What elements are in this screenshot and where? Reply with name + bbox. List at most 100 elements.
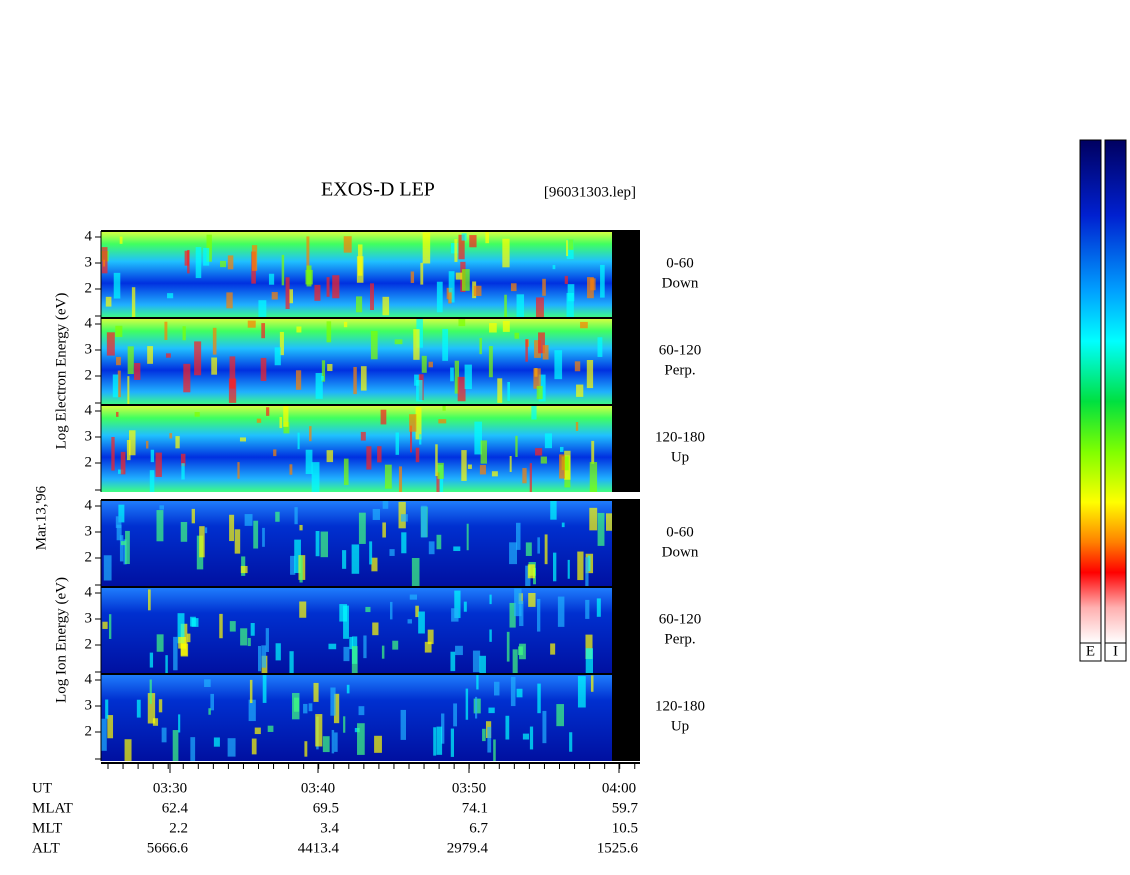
spectrogram-streak — [455, 272, 463, 280]
spectrogram-streak — [479, 338, 482, 355]
spectrogram-streak — [167, 293, 174, 299]
spectrogram-streak — [289, 651, 294, 674]
spectrogram — [101, 674, 612, 761]
spectrogram-streak — [294, 539, 301, 574]
spectrogram-streak — [306, 265, 312, 287]
spectrogram-streak — [343, 646, 350, 662]
spectrogram-streak — [542, 278, 546, 296]
spectrogram-streak — [428, 361, 433, 368]
spectrogram-streak — [240, 565, 248, 574]
colorbar — [1104, 139, 1127, 644]
spectrogram-streak — [479, 655, 486, 674]
spectrogram-streak — [441, 713, 445, 744]
spectrogram-streak — [542, 345, 549, 360]
y-tick-label: 3 — [85, 254, 93, 270]
spectrogram-streak — [136, 699, 141, 718]
panel-label: 0-60 — [666, 255, 694, 271]
spectrogram-streak — [411, 557, 420, 587]
spectrogram-streak — [251, 245, 258, 271]
ephemeris-value: 2.2 — [169, 820, 188, 836]
spectrogram-streak — [128, 430, 136, 456]
spectrogram-streak — [493, 739, 496, 761]
spectrogram-streak — [448, 271, 455, 303]
spectrogram-streak — [450, 728, 455, 757]
y-tick-label: 3 — [85, 610, 93, 626]
spectrogram-streak — [206, 234, 212, 262]
spectrogram-streak — [514, 332, 520, 339]
data-gap — [612, 231, 640, 318]
spectrogram-streak — [213, 737, 220, 747]
spectrogram-streak — [149, 470, 155, 492]
spectrogram-streak — [260, 357, 267, 381]
spectrogram-streak — [596, 598, 601, 617]
spectrogram-streak — [118, 469, 124, 474]
spectrogram-streak — [210, 693, 215, 711]
spectrogram-streak — [553, 552, 557, 582]
spectrogram-streak — [451, 608, 459, 622]
spectrogram-streak — [512, 649, 518, 674]
spectrogram-streak — [535, 448, 543, 456]
spectrogram-streak — [531, 405, 537, 420]
colorbar — [1079, 139, 1102, 644]
spectrogram-streak — [488, 346, 493, 378]
ephemeris-value: 74.1 — [462, 800, 488, 816]
spectrogram-streak — [240, 628, 248, 646]
spectrogram-streak — [343, 321, 348, 328]
spectrogram-streak — [327, 363, 333, 372]
spectrogram-streak — [418, 611, 425, 634]
spectrogram-streak — [127, 346, 134, 375]
spectrogram-streak — [433, 727, 437, 756]
spectrogram-streak — [538, 332, 545, 354]
spectrogram-streak — [369, 541, 373, 565]
spectrogram-streak — [172, 730, 179, 761]
spectrogram-streak — [119, 535, 124, 562]
spectrogram-streak — [156, 634, 164, 652]
spectrogram-streak — [525, 542, 532, 556]
spectrogram-streak — [597, 337, 603, 357]
spectrogram-streak — [463, 601, 467, 612]
spectrogram-streak — [149, 652, 154, 668]
spectrogram-streak — [511, 283, 517, 292]
spectrogram-streak — [380, 409, 387, 425]
spectrogram-streak — [164, 321, 168, 340]
spectrogram-streak — [177, 613, 185, 644]
spectrogram-streak — [165, 655, 168, 674]
spectrogram-streak — [435, 444, 438, 477]
spectrogram-streak — [204, 679, 211, 688]
spectrogram-streak — [561, 522, 565, 528]
y-tick-label: 4 — [85, 584, 93, 600]
spectrogram-streak — [158, 699, 163, 713]
spectrogram-streak — [147, 693, 156, 724]
spectrogram-streak — [229, 356, 236, 389]
spectrogram-streak — [266, 407, 270, 416]
spectrogram-streak — [186, 633, 191, 643]
spectrogram-streak — [346, 684, 350, 694]
y-tick-label: 3 — [85, 523, 93, 539]
spectrogram-streak — [469, 235, 477, 248]
spectrogram-streak — [183, 363, 191, 393]
y-tick-label: 3 — [85, 428, 93, 444]
spectrogram-streak — [479, 465, 486, 475]
spectrogram-streak — [228, 378, 237, 403]
spectrogram-streak — [320, 531, 329, 558]
spectrogram-streak — [586, 359, 594, 389]
spectrogram-streak — [422, 232, 431, 264]
spectrogram-streak — [150, 449, 155, 463]
spectrogram-streak — [525, 339, 528, 362]
spectrogram-streak — [195, 247, 202, 279]
spectrogram-streak — [509, 542, 517, 565]
ephemeris-value: 6.7 — [469, 820, 488, 836]
spectrogram-streak — [101, 718, 107, 751]
spectrogram-streak — [118, 504, 125, 523]
spectrogram-streak — [522, 733, 530, 740]
spectrogram-streak — [326, 321, 332, 343]
spectrogram-streak — [589, 462, 598, 492]
spectrogram-streak — [326, 277, 330, 297]
spectrogram-streak — [208, 708, 211, 715]
spectrogram-streak — [509, 602, 516, 628]
spectrogram-streak — [116, 411, 119, 417]
spectrogram-streak — [472, 650, 481, 673]
spectrogram-streak — [597, 512, 605, 546]
spectrogram-streak — [184, 250, 190, 266]
spectrogram-streak — [120, 451, 126, 475]
